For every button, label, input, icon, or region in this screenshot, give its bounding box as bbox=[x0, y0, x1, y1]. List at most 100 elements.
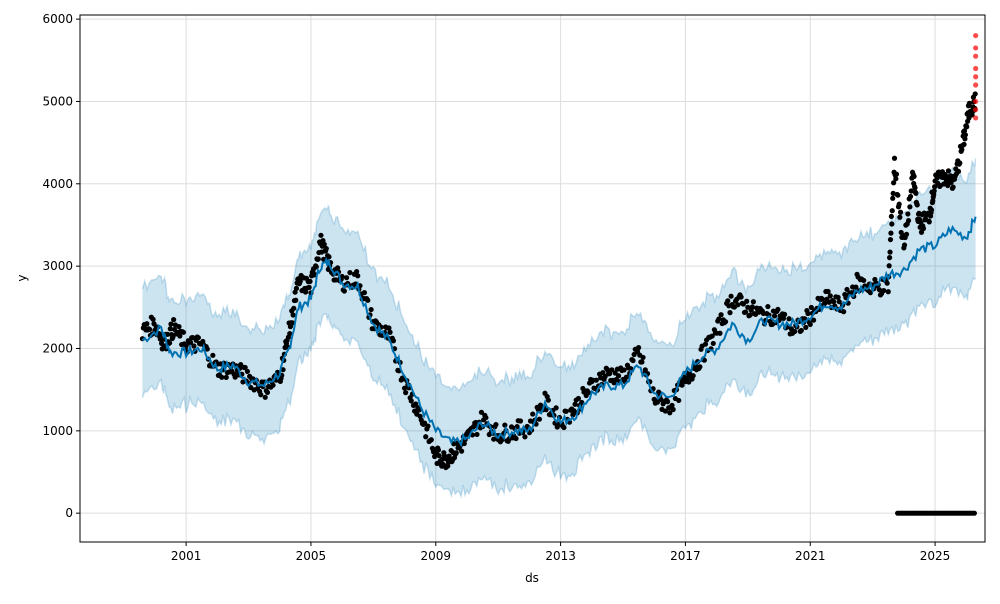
observed-point bbox=[722, 319, 729, 325]
observed-point bbox=[914, 202, 920, 208]
observed-point bbox=[167, 326, 173, 332]
observed-point bbox=[165, 331, 171, 337]
observed-point bbox=[293, 285, 300, 291]
observed-point bbox=[168, 321, 174, 327]
observed-point bbox=[885, 289, 891, 295]
observed-point bbox=[888, 213, 894, 220]
observed-point bbox=[803, 324, 809, 330]
outlier-point bbox=[973, 65, 979, 72]
observed-point bbox=[890, 195, 896, 201]
observed-point bbox=[180, 329, 187, 335]
observed-point bbox=[368, 306, 374, 313]
observed-point bbox=[670, 406, 676, 413]
observed-point bbox=[836, 299, 842, 305]
observed-point bbox=[831, 299, 837, 305]
observed-point bbox=[686, 379, 692, 385]
observed-point bbox=[945, 182, 951, 189]
observed-point bbox=[517, 418, 524, 424]
observed-point bbox=[744, 298, 750, 304]
y-tick-label: 5000 bbox=[42, 94, 73, 108]
forecast-line bbox=[141, 216, 977, 448]
observed-point bbox=[738, 294, 744, 300]
observed-point bbox=[326, 254, 332, 260]
outlier-point bbox=[973, 115, 979, 121]
observed-point bbox=[876, 287, 882, 293]
x-tick-label: 2009 bbox=[420, 549, 451, 563]
observed-point bbox=[888, 230, 894, 236]
observed-point bbox=[896, 201, 902, 207]
observed-point bbox=[926, 219, 932, 225]
observed-point bbox=[717, 330, 723, 336]
observed-point bbox=[585, 389, 592, 396]
observed-point bbox=[423, 434, 429, 440]
observed-point bbox=[895, 192, 901, 198]
observed-point bbox=[669, 402, 675, 408]
observed-point bbox=[553, 405, 559, 411]
observed-point bbox=[408, 398, 414, 404]
observed-point bbox=[735, 302, 741, 308]
observed-point bbox=[844, 286, 850, 293]
observed-point bbox=[513, 435, 519, 442]
x-tick-label: 2013 bbox=[545, 549, 576, 563]
observed-point bbox=[347, 269, 353, 276]
observed-point bbox=[771, 313, 778, 319]
observed-point bbox=[889, 221, 895, 227]
y-tick-label: 4000 bbox=[42, 177, 73, 191]
observed-point bbox=[291, 305, 297, 311]
observed-point bbox=[881, 287, 887, 294]
observed-point bbox=[810, 317, 817, 323]
observed-point bbox=[962, 132, 968, 138]
observed-point bbox=[144, 321, 150, 327]
observed-point bbox=[545, 397, 551, 403]
y-tick-label: 0 bbox=[65, 506, 73, 520]
observed-point bbox=[425, 423, 431, 429]
observed-point bbox=[176, 324, 182, 330]
observed-point bbox=[459, 448, 465, 454]
observed-point bbox=[934, 175, 940, 181]
observed-point bbox=[187, 339, 194, 346]
observed-point bbox=[636, 345, 642, 351]
observed-point bbox=[453, 450, 459, 456]
observed-point bbox=[307, 278, 313, 284]
observed-point bbox=[522, 434, 528, 440]
upper-bound-line bbox=[141, 158, 977, 392]
observed-point bbox=[219, 374, 225, 380]
observed-point bbox=[432, 453, 438, 460]
observed-point bbox=[867, 290, 874, 296]
observed-point bbox=[891, 155, 898, 161]
observed-point bbox=[570, 412, 576, 418]
observed-point bbox=[631, 351, 637, 358]
x-axis-label: ds bbox=[525, 571, 539, 585]
observed-point bbox=[623, 374, 629, 380]
observed-point bbox=[270, 382, 276, 388]
x-tick-label: 2017 bbox=[670, 549, 701, 563]
observed-point bbox=[536, 416, 543, 422]
uncertainty-area bbox=[142, 158, 976, 497]
observed-point bbox=[903, 231, 910, 237]
observed-point bbox=[355, 273, 361, 279]
yhat-line bbox=[141, 216, 977, 448]
observed-point bbox=[628, 366, 634, 372]
observed-point bbox=[390, 338, 397, 344]
observed-point bbox=[893, 171, 900, 177]
observed-point bbox=[223, 374, 229, 380]
observed-point bbox=[401, 385, 408, 391]
observed-point bbox=[786, 316, 792, 322]
observed-point bbox=[907, 204, 913, 210]
lower-bound-line bbox=[141, 277, 976, 500]
observed-point bbox=[491, 436, 497, 442]
observed-point bbox=[191, 343, 197, 349]
observed-point bbox=[287, 330, 293, 337]
x-tick-label: 2001 bbox=[171, 549, 202, 563]
observed-point bbox=[931, 188, 937, 194]
observed-point bbox=[725, 298, 731, 304]
observed-point bbox=[478, 409, 485, 415]
observed-point bbox=[639, 359, 645, 365]
x-tick-label: 2021 bbox=[795, 549, 826, 563]
observed-point bbox=[798, 327, 804, 334]
observed-point bbox=[146, 326, 153, 332]
observed-point bbox=[901, 242, 908, 248]
observed-point bbox=[959, 146, 965, 153]
observed-point bbox=[890, 190, 896, 196]
observed-point bbox=[822, 300, 828, 307]
